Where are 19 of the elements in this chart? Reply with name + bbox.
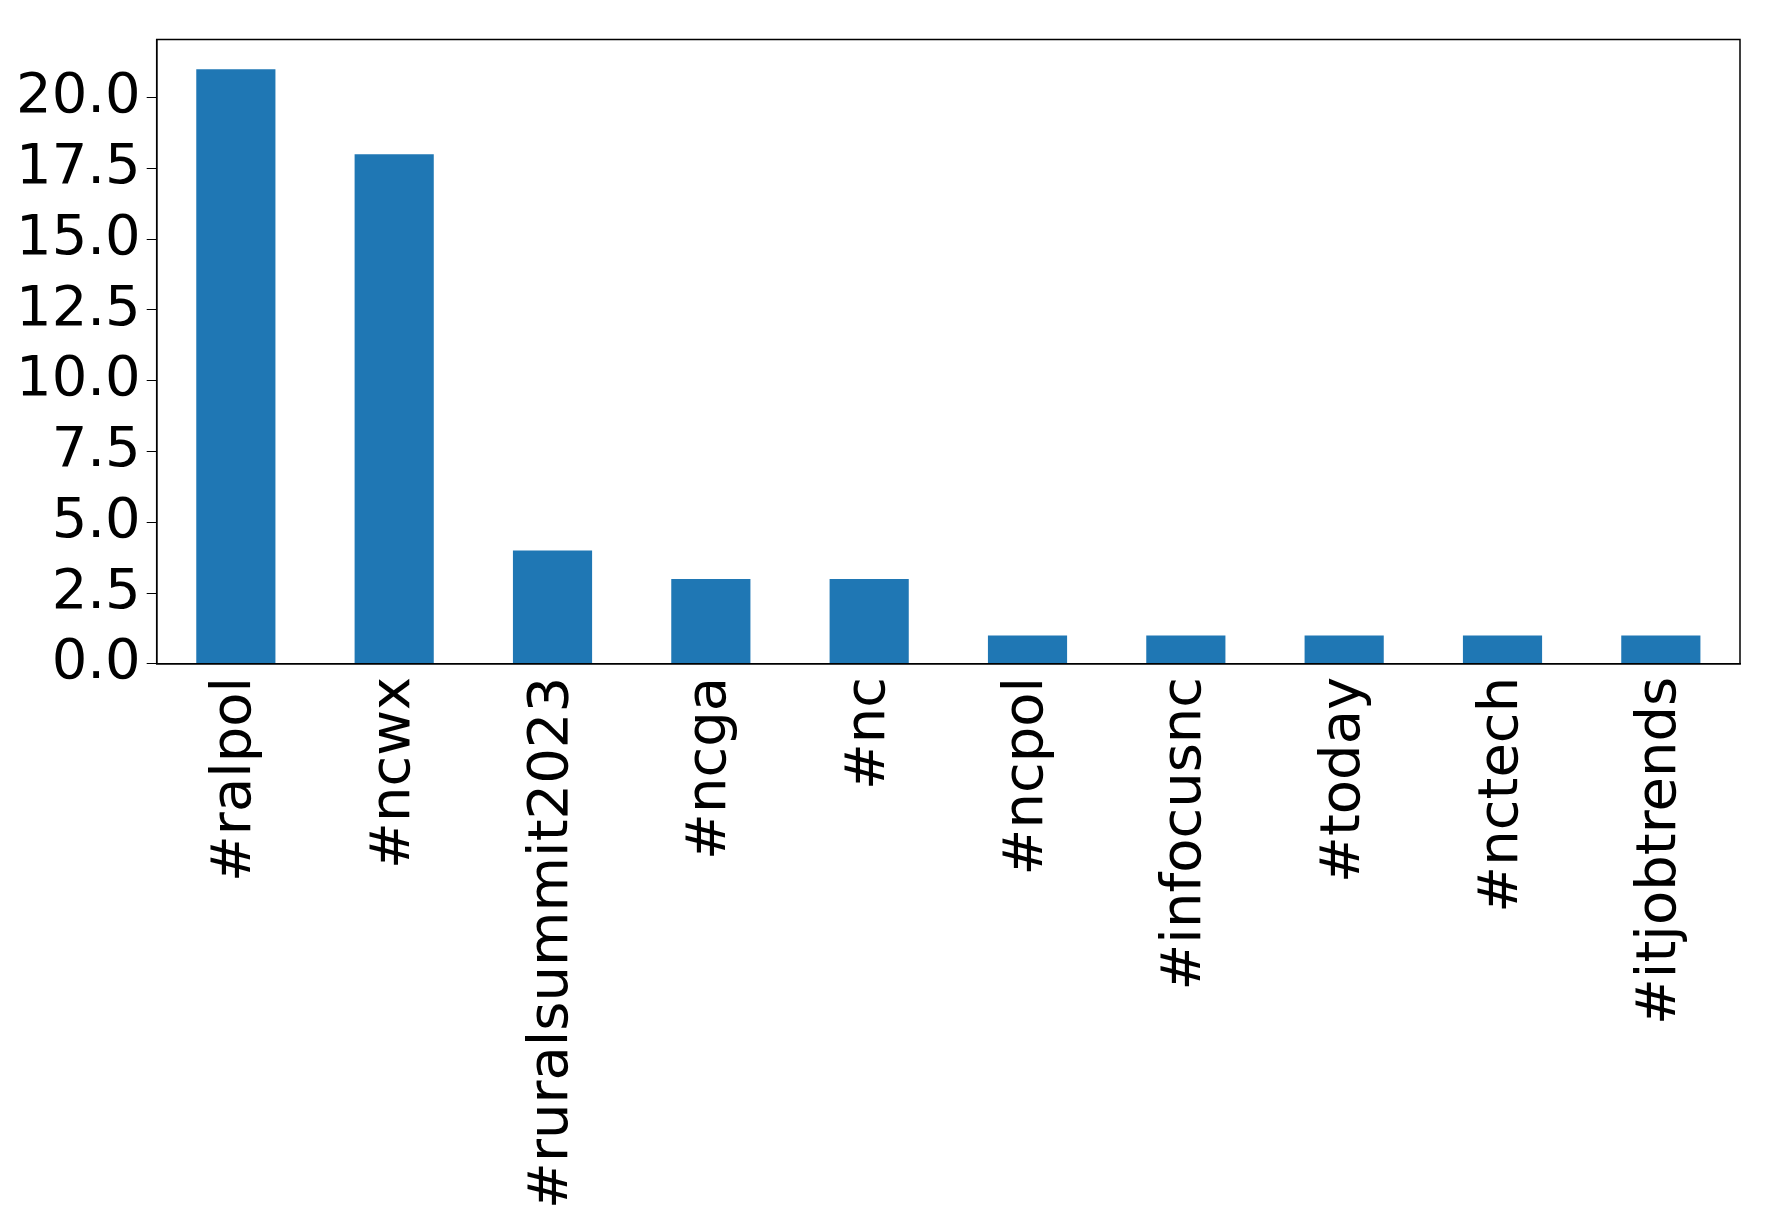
y-tick-label: 2.5 bbox=[51, 555, 141, 621]
x-tick-label: #nctech bbox=[1465, 676, 1531, 913]
y-tick-label: 12.5 bbox=[16, 272, 141, 338]
x-tick-label: #infocusnc bbox=[1148, 676, 1214, 991]
y-tick-label: 20.0 bbox=[16, 60, 141, 126]
x-tick-label: #ruralsummit2023 bbox=[515, 676, 581, 1209]
x-tick-label: #ncga bbox=[673, 676, 739, 860]
x-tick-label: #ncpol bbox=[990, 676, 1056, 876]
y-tick-label: 17.5 bbox=[16, 130, 141, 196]
y-tick-label: 5.0 bbox=[51, 484, 141, 550]
x-tick-label: #ncwx bbox=[356, 676, 422, 870]
y-tick-label: 7.5 bbox=[51, 414, 141, 480]
x-tick-label: #ralpol bbox=[198, 676, 264, 883]
y-tick-label: 15.0 bbox=[16, 201, 141, 267]
y-tick-label: 0.0 bbox=[51, 626, 141, 692]
x-tick-label: #itjobtrends bbox=[1623, 676, 1689, 1026]
x-tick-label: #nc bbox=[831, 676, 897, 791]
x-tick-label: #today bbox=[1306, 676, 1372, 884]
y-tick-label: 10.0 bbox=[16, 343, 141, 409]
